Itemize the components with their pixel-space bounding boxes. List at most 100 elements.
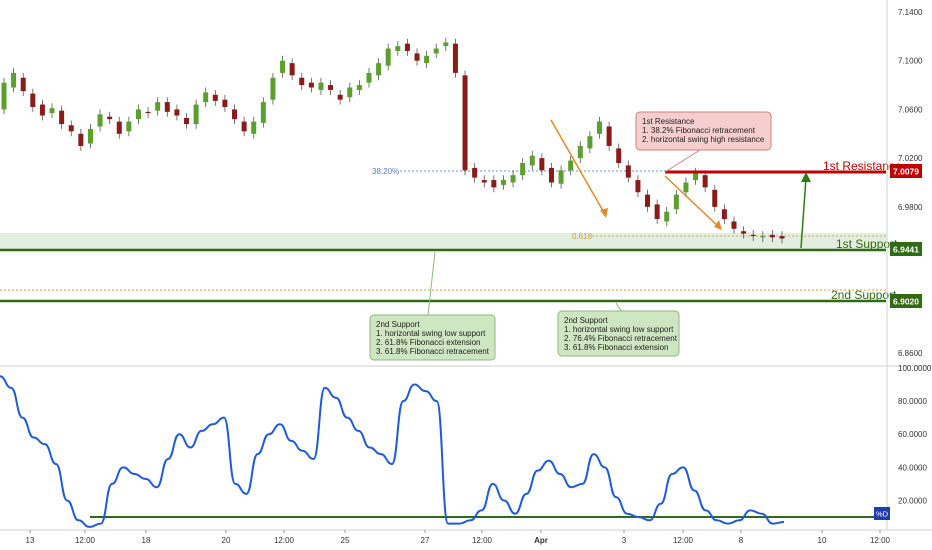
candle-body bbox=[424, 55, 430, 64]
oscillator-d-line bbox=[0, 375, 785, 528]
time-tick-label: Apr bbox=[534, 536, 548, 545]
candle-body bbox=[135, 109, 141, 120]
support-zone bbox=[0, 233, 886, 251]
candle-body bbox=[164, 102, 170, 112]
candle-body bbox=[472, 167, 478, 178]
resistance-callout[interactable]: 1st Resistance 1. 38.2% Fibonacci retrac… bbox=[635, 111, 772, 173]
candle-body bbox=[654, 204, 660, 220]
candle-body bbox=[251, 121, 257, 134]
candle-body bbox=[635, 180, 641, 193]
projection-arrow-line bbox=[800, 177, 807, 249]
candle-body bbox=[404, 43, 410, 51]
projection-arrow-head bbox=[801, 172, 811, 182]
candle-body bbox=[347, 87, 353, 98]
candle-body bbox=[260, 102, 266, 123]
candle-body bbox=[577, 145, 583, 159]
orange-trend-arrow-1-head bbox=[600, 208, 608, 218]
candle-body bbox=[328, 85, 334, 90]
first-support-label: 1st Support bbox=[836, 237, 898, 251]
candle-body bbox=[59, 110, 65, 125]
oscillator-tick-label: 60.0000 bbox=[898, 430, 927, 439]
candle-body bbox=[779, 236, 785, 239]
candle-body bbox=[299, 77, 305, 86]
price-tick-label: 7.1400 bbox=[898, 8, 923, 17]
candle-body bbox=[203, 92, 209, 103]
time-tick-label: 27 bbox=[421, 536, 430, 545]
support-callout-1[interactable]: 2nd Support 1. horizontal swing low supp… bbox=[369, 251, 496, 361]
candle-body bbox=[376, 63, 382, 76]
candle-body bbox=[68, 125, 74, 132]
candle-body bbox=[433, 48, 439, 54]
first-resistance-label: 1st Resistance bbox=[823, 159, 902, 173]
price-tick-label: 6.9800 bbox=[898, 203, 923, 212]
candle-body bbox=[174, 109, 180, 116]
candle-body bbox=[280, 60, 286, 73]
candle-body bbox=[520, 163, 526, 176]
time-tick-label: 13 bbox=[26, 536, 35, 545]
candle-body bbox=[232, 109, 238, 120]
candle-body bbox=[222, 99, 228, 107]
candle-body bbox=[97, 114, 103, 127]
candle-body bbox=[39, 104, 45, 116]
candle-body bbox=[760, 236, 766, 238]
time-tick-label: 3 bbox=[622, 536, 627, 545]
candle-body bbox=[712, 189, 718, 207]
candle-body bbox=[78, 133, 84, 146]
candle-body bbox=[510, 175, 516, 183]
oscillator-axis[interactable]: 100.0000 80.0000 60.0000 40.0000 20.0000 bbox=[898, 364, 932, 505]
support-callout-2[interactable]: 2nd Support 1. horizontal swing low supp… bbox=[557, 302, 680, 357]
candle-body bbox=[270, 77, 276, 100]
candle-body bbox=[155, 102, 161, 111]
oscillator-tick-label: 40.0000 bbox=[898, 463, 927, 472]
resistance-callout-line-1: 1. 38.2% Fibonacci retracement bbox=[642, 126, 756, 135]
candle-body bbox=[731, 221, 737, 229]
oscillator-tick-label: 100.0000 bbox=[898, 364, 932, 373]
svg-text:6.9441: 6.9441 bbox=[893, 245, 919, 255]
candle-body bbox=[673, 194, 679, 210]
svg-text:6.9020: 6.9020 bbox=[893, 297, 919, 307]
candle-body bbox=[664, 211, 670, 222]
support-callout-1-line-2: 2. 61.8% Fibonacci extension bbox=[376, 338, 481, 347]
time-tick-label: 12:00 bbox=[472, 536, 493, 545]
candle-body bbox=[212, 94, 218, 101]
candle-body bbox=[126, 121, 132, 132]
candle-body bbox=[318, 82, 324, 90]
candle-body bbox=[750, 234, 756, 237]
time-axis[interactable]: 13 12:00 18 20 12:00 25 27 12:00 Apr 3 12:00 8 10 12:… bbox=[26, 530, 891, 545]
price-tick-label: 6.8600 bbox=[898, 349, 923, 358]
resistance-callout-line-2: 2. horizontal swing high resistance bbox=[642, 135, 765, 144]
candle-body bbox=[443, 42, 449, 47]
candle-body bbox=[385, 48, 391, 66]
candle-body bbox=[183, 117, 189, 125]
price-tick-label: 7.1000 bbox=[898, 57, 923, 66]
time-tick-label: 12:00 bbox=[75, 536, 96, 545]
fib-382-label: 38.20% bbox=[372, 167, 399, 176]
candle-body bbox=[500, 180, 506, 185]
candle-body bbox=[558, 170, 564, 184]
candle-body bbox=[395, 46, 401, 51]
candle-body bbox=[145, 111, 151, 114]
time-tick-label: 10 bbox=[818, 536, 827, 545]
oscillator-tick-label: 80.0000 bbox=[898, 397, 927, 406]
price-axis[interactable]: 7.1400 7.1000 7.0600 7.0200 6.9800 6.8600 bbox=[898, 8, 923, 358]
first-support-badge: 6.9441 bbox=[890, 242, 922, 256]
candle-body bbox=[1, 82, 7, 110]
candle-body bbox=[625, 165, 631, 178]
candle-body bbox=[49, 108, 55, 114]
time-tick-label: 12:00 bbox=[673, 536, 694, 545]
candle-body bbox=[241, 121, 247, 132]
time-tick-label: 20 bbox=[222, 536, 231, 545]
candle-body bbox=[587, 136, 593, 149]
candle-body bbox=[20, 77, 26, 92]
candle-body bbox=[337, 94, 343, 100]
price-tick-label: 7.0200 bbox=[898, 154, 923, 163]
support-callout-2-title: 2nd Support bbox=[564, 316, 608, 325]
candle-body bbox=[606, 126, 612, 146]
orange-trend-arrow-2-head bbox=[714, 220, 722, 230]
candle-body bbox=[769, 234, 775, 238]
candle-body bbox=[693, 172, 699, 181]
orange-trend-arrow-2 bbox=[664, 175, 721, 229]
second-support-badge: 6.9020 bbox=[890, 294, 922, 308]
first-resistance-badge: 7.0079 bbox=[890, 164, 922, 178]
